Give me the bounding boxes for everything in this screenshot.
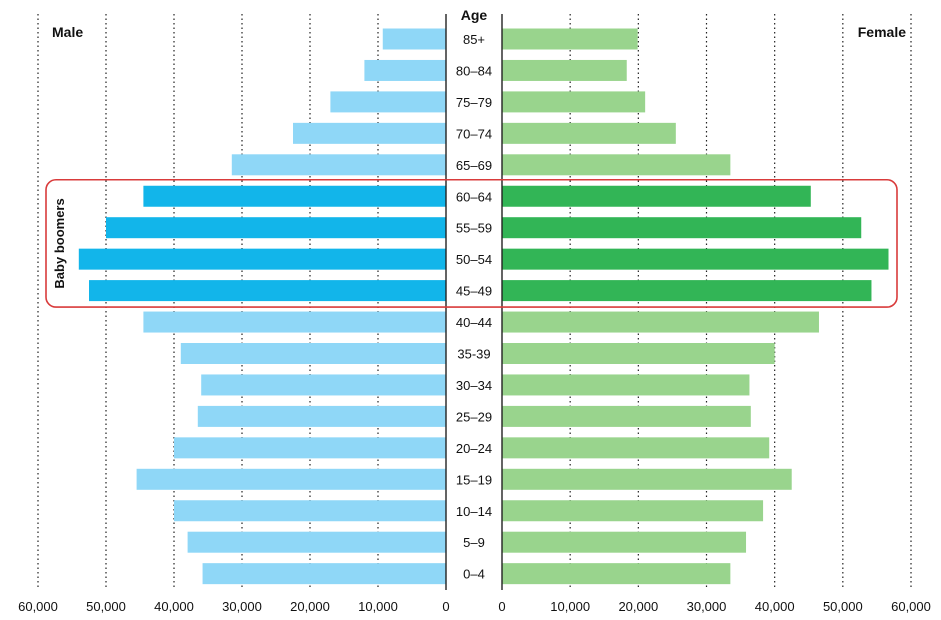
age-label: 70–74: [456, 126, 492, 141]
bar-male-4: [231, 154, 446, 176]
bar-female-1: [502, 59, 627, 81]
bar-male-16: [187, 531, 446, 553]
age-label: 40–44: [456, 315, 492, 330]
male-title: Male: [52, 24, 83, 40]
age-label: 0–4: [463, 567, 485, 582]
tick-label-male: 50,000: [86, 599, 126, 614]
tick-label-female: 10,000: [550, 599, 590, 614]
bar-female-17: [502, 563, 731, 585]
bar-female-8: [502, 280, 872, 302]
bar-female-14: [502, 468, 792, 490]
age-label: 5–9: [463, 535, 485, 550]
center-axis-title: Age: [461, 7, 488, 23]
bar-male-3: [293, 122, 446, 144]
bar-female-7: [502, 248, 889, 270]
bar-female-15: [502, 500, 764, 522]
bar-male-9: [143, 311, 446, 333]
age-labels: 85+ 80–84 75–79 70–74 65–69 60–64 55–59 50–54 45…: [456, 32, 492, 582]
tick-label-female: 30,000: [687, 599, 727, 614]
age-label: 85+: [463, 32, 485, 47]
age-label: 80–84: [456, 63, 492, 78]
age-label: 20–24: [456, 441, 492, 456]
bar-male-0: [382, 28, 446, 50]
bar-female-5: [502, 185, 811, 207]
age-label: 45–49: [456, 284, 492, 299]
age-label: 55–59: [456, 221, 492, 236]
bars: [78, 28, 889, 585]
bar-female-4: [502, 154, 731, 176]
age-label: 15–19: [456, 472, 492, 487]
bar-female-13: [502, 437, 770, 459]
tick-label-female: 0: [498, 599, 505, 614]
bar-male-1: [364, 59, 446, 81]
tick-label-female: 60,000: [891, 599, 931, 614]
bar-female-6: [502, 217, 862, 239]
bar-male-5: [143, 185, 446, 207]
bar-female-11: [502, 374, 750, 396]
axes: [445, 14, 503, 590]
age-label: 50–54: [456, 252, 492, 267]
bar-female-3: [502, 122, 676, 144]
bar-male-7: [78, 248, 447, 270]
baby-boomers-box: [45, 178, 898, 308]
tick-label-female: 50,000: [823, 599, 863, 614]
age-label: 65–69: [456, 158, 492, 173]
bar-male-12: [197, 405, 446, 427]
bar-female-2: [502, 91, 646, 113]
female-title: Female: [858, 24, 906, 40]
bar-male-11: [201, 374, 446, 396]
tick-label-male: 20,000: [290, 599, 330, 614]
bar-female-0: [502, 28, 638, 50]
baby-boomers-label: Baby boomers: [52, 198, 67, 288]
tick-label-male: 0: [442, 599, 449, 614]
age-label: 30–34: [456, 378, 492, 393]
bar-female-9: [502, 311, 819, 333]
bar-male-17: [202, 563, 446, 585]
tick-label-male: 10,000: [358, 599, 398, 614]
age-label: 75–79: [456, 95, 492, 110]
tick-label-male: 30,000: [222, 599, 262, 614]
bar-male-8: [89, 280, 446, 302]
tick-label-female: 40,000: [755, 599, 795, 614]
bar-male-14: [136, 468, 446, 490]
tick-label-female: 20,000: [618, 599, 658, 614]
tick-label-male: 60,000: [18, 599, 58, 614]
age-label: 35-39: [457, 347, 490, 362]
age-label: 60–64: [456, 189, 492, 204]
age-label: 10–14: [456, 504, 492, 519]
tick-label-male: 40,000: [154, 599, 194, 614]
bar-male-10: [180, 343, 447, 364]
tick-labels: 0 0 10,000 10,000 20,000 20,000 30,000 30,000 40…: [18, 599, 931, 614]
bar-male-13: [174, 437, 446, 459]
bar-female-12: [502, 405, 751, 427]
bar-male-15: [174, 500, 446, 522]
bar-female-10: [502, 343, 775, 364]
bar-female-16: [502, 531, 747, 553]
age-label: 25–29: [456, 409, 492, 424]
bar-male-6: [106, 217, 446, 239]
bar-male-2: [330, 91, 446, 113]
